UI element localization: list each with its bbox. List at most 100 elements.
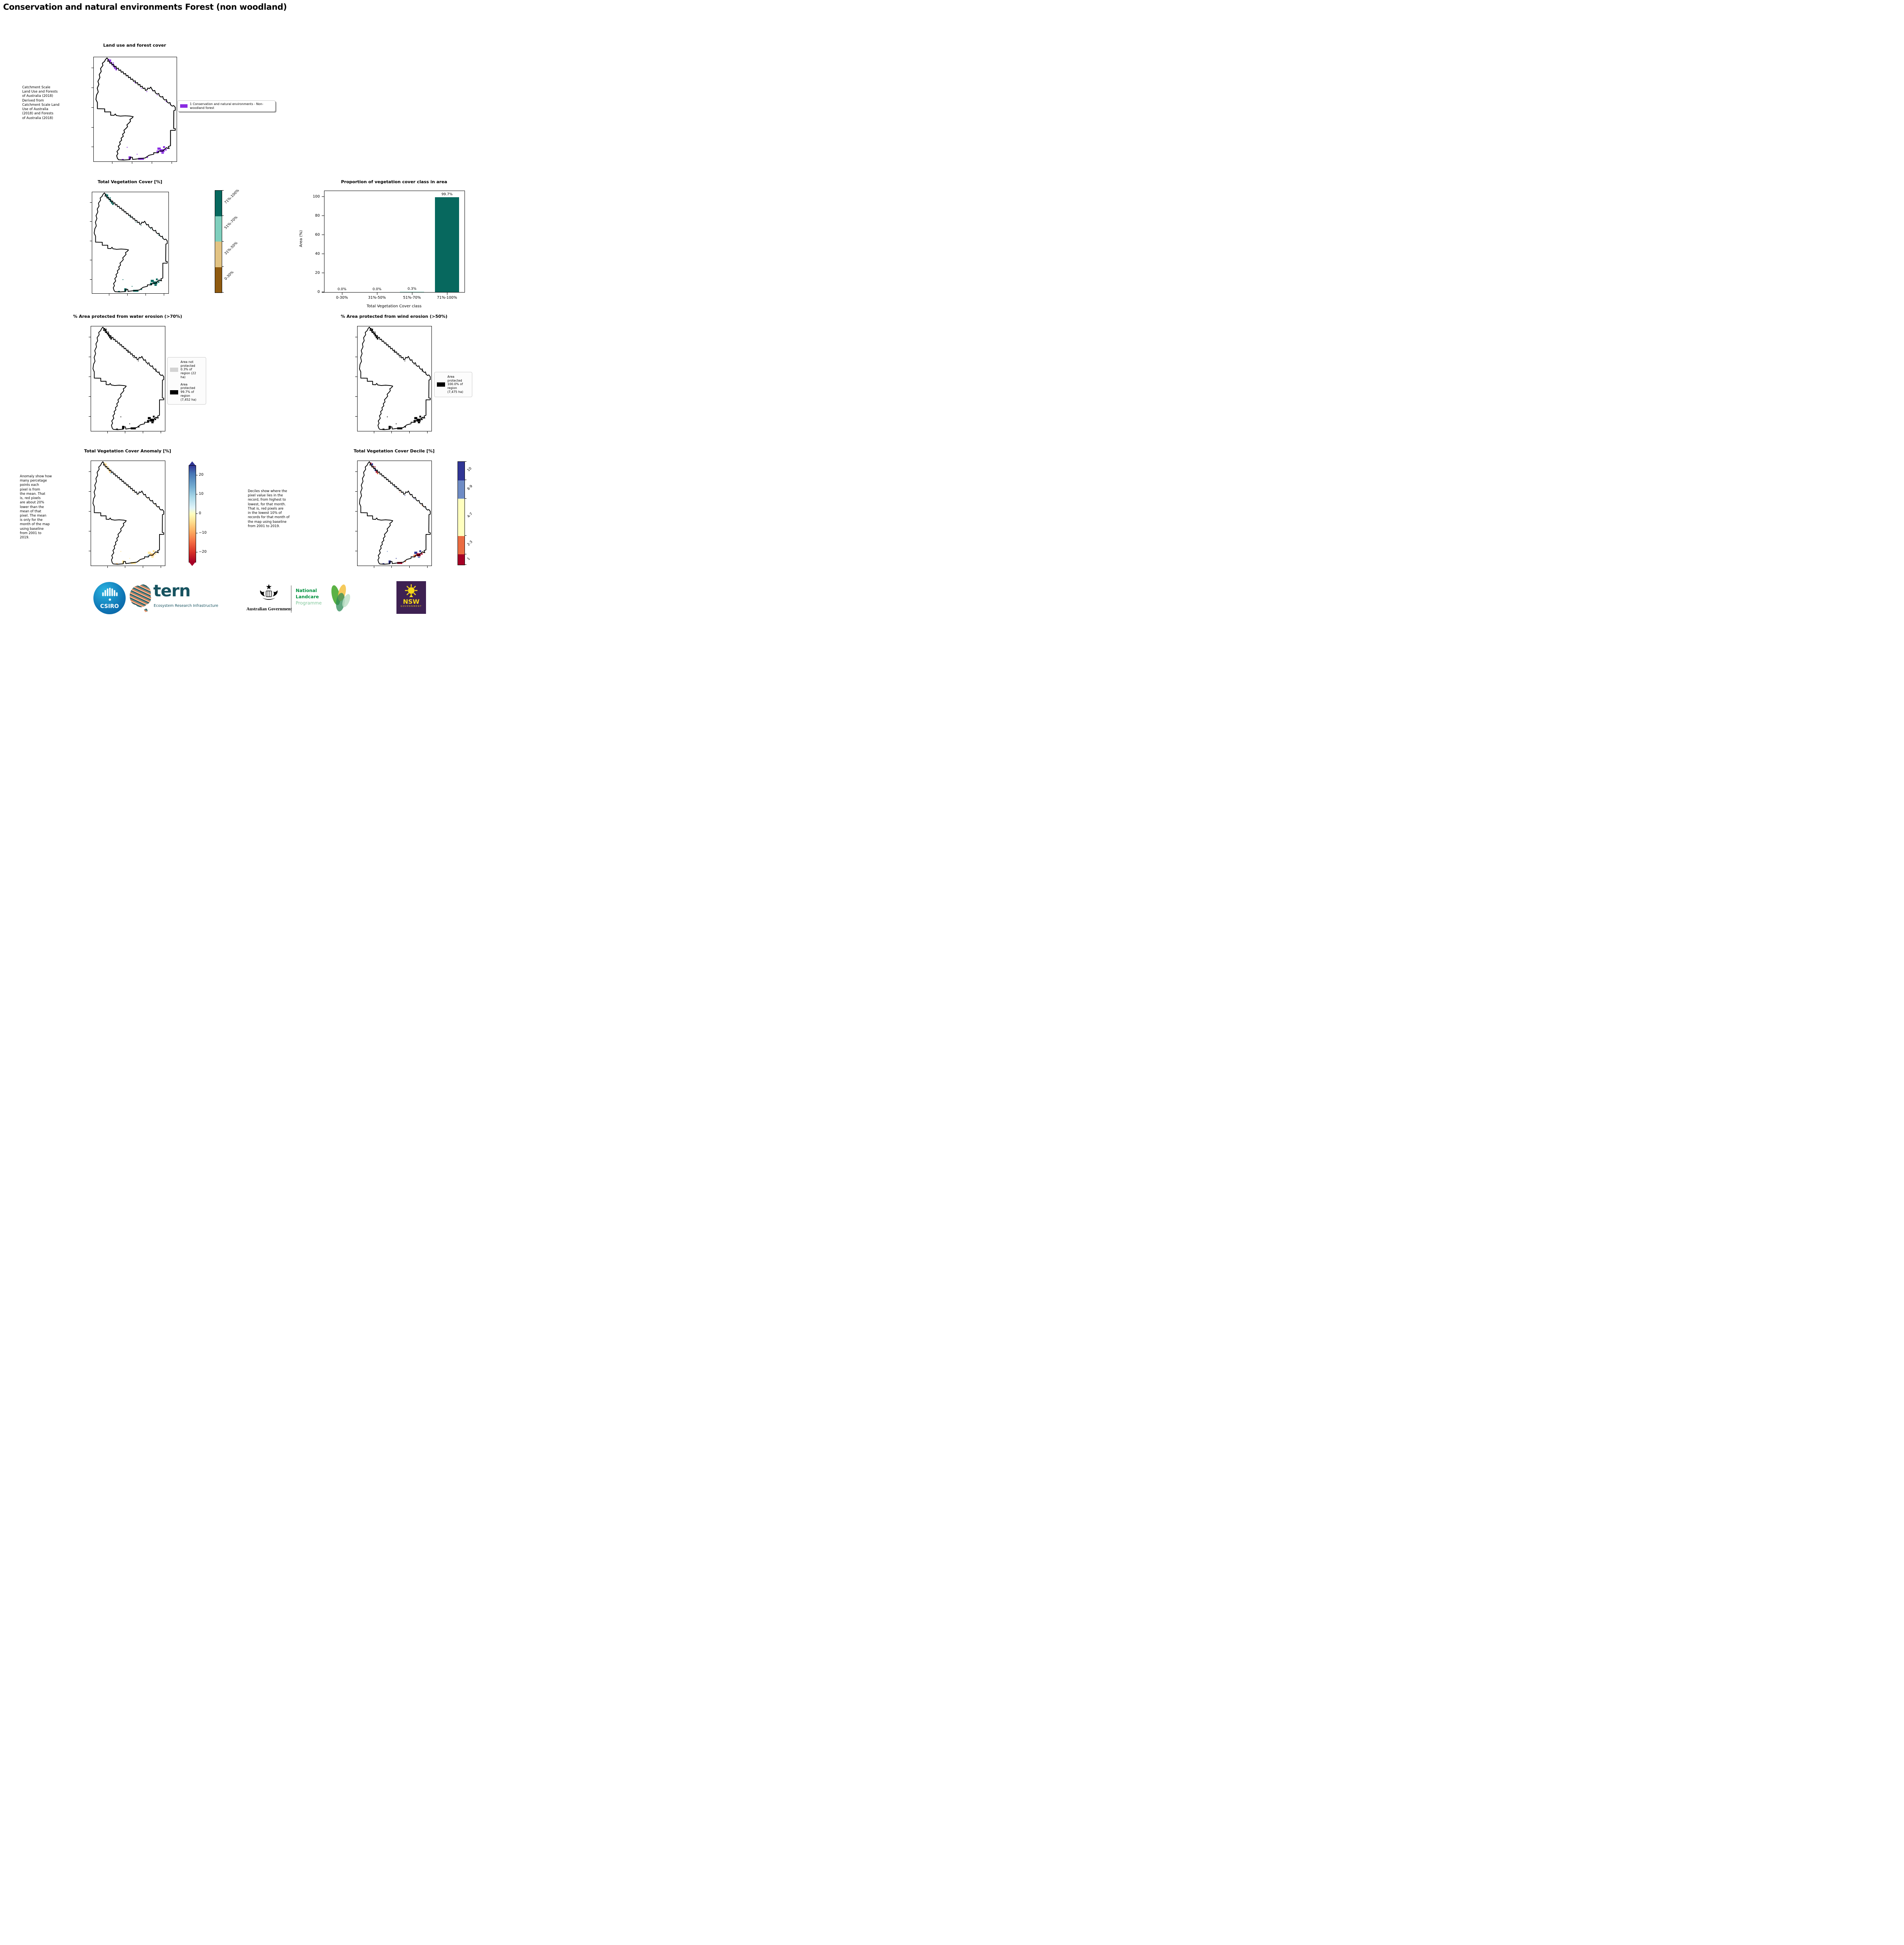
map-patch	[151, 280, 154, 282]
map-patch	[150, 553, 154, 556]
map-patch	[135, 222, 137, 223]
x-axis-tick	[107, 566, 108, 568]
map-patch	[419, 550, 421, 552]
legend-item-not-protected: Area not protected 0.3% of region (22 ha…	[170, 360, 203, 379]
map-patch	[141, 289, 142, 290]
map-patch	[165, 149, 167, 151]
colorbar-segment	[458, 462, 465, 480]
map-patch	[114, 67, 116, 69]
bar-value-label: 0.3%	[407, 287, 417, 291]
map-patch	[375, 471, 377, 473]
map-patch	[377, 473, 379, 474]
map-water-region	[92, 326, 164, 430]
map-patch	[414, 417, 417, 419]
nsw-waratah-icon	[405, 584, 417, 597]
map-patch	[106, 195, 108, 197]
x-category-label: 0-30%	[336, 296, 348, 300]
colorbar-tick-label: 20	[199, 472, 204, 477]
map-patch	[134, 82, 135, 83]
x-axis-tick	[427, 431, 428, 433]
x-axis-tick	[391, 431, 392, 433]
colorbar-class-label: 71%-100%	[224, 188, 240, 205]
landuse-legend-label: 1 Conservation and natural environments …	[190, 102, 263, 110]
map-patch	[154, 284, 157, 286]
map-patch	[108, 331, 109, 333]
map-veg-region	[94, 192, 168, 293]
csiro-starburst-icon: CSIRO	[100, 587, 119, 610]
map-patch	[416, 419, 421, 422]
csiro-label: CSIRO	[100, 603, 119, 610]
decile-title: Total Vegetation Cover Decile [%]	[353, 449, 435, 454]
legend-item-protected: Area protected 99.7% of region (7,452 ha…	[170, 383, 203, 402]
map-patch	[375, 336, 377, 338]
y-axis-tick	[355, 491, 357, 492]
map-patch	[138, 495, 139, 496]
y-tick-label: 100	[312, 194, 320, 199]
map-patch	[111, 202, 113, 204]
map-patch	[414, 420, 416, 422]
map-patch	[153, 281, 158, 284]
map-wind-region	[359, 326, 431, 430]
not-protected-swatch	[170, 367, 178, 372]
colorbar-tick-label: −10	[199, 530, 207, 535]
y-tick-label: 20	[315, 270, 320, 275]
colorbar-class-label: 10	[466, 466, 473, 473]
map-patch	[105, 463, 107, 464]
map-patch	[153, 415, 155, 418]
y-axis-tick	[355, 396, 357, 397]
nsw-government-logo: NSW GOVERNMENT	[396, 581, 426, 614]
colorbar-class-label: 0-30%	[224, 270, 235, 281]
map-patch	[109, 60, 111, 62]
map-patch	[155, 370, 156, 371]
colorbar-tick	[465, 461, 466, 462]
map-patch	[418, 422, 420, 424]
map-patch	[108, 466, 109, 468]
map-patch	[147, 498, 148, 499]
map-patch	[138, 561, 140, 562]
colorbar-class-label: 8-9	[466, 484, 473, 491]
map-patch	[414, 554, 416, 557]
map-patch	[109, 197, 111, 198]
map-patch	[141, 88, 142, 89]
map-patch	[421, 553, 423, 555]
bar-value-label: 99.7%	[441, 192, 453, 196]
map-patch	[105, 329, 107, 331]
map-patch	[161, 152, 164, 154]
landcare-line2: Landcare	[296, 594, 319, 599]
colorbar-tick	[222, 190, 224, 191]
colorbar-tick	[222, 241, 224, 242]
y-axis-tick	[355, 471, 357, 472]
colorbar-segment	[215, 216, 222, 242]
map-patch	[405, 426, 406, 428]
map-patch	[419, 415, 421, 418]
map-patch	[138, 426, 140, 428]
y-axis-tick	[89, 491, 91, 492]
map-patch	[109, 471, 111, 473]
colorbar-arrow-up	[189, 461, 196, 466]
wind-erosion-map	[355, 326, 432, 433]
map-patch	[372, 328, 373, 330]
map-patch	[112, 62, 114, 64]
legend-item-protected: Area protected 100.0% of region (7,475 h…	[437, 375, 470, 394]
colorbar-class-label: 4-7	[466, 512, 473, 519]
y-axis-tick	[355, 416, 357, 417]
map-patch	[110, 59, 111, 61]
veg-cover-colorbar: 71%-100% 51%-70% 31%-50% 0-30%	[215, 188, 258, 293]
map-patch	[105, 328, 107, 330]
colorbar-segment	[458, 499, 465, 536]
map-patch	[146, 156, 148, 158]
map-patch	[414, 552, 417, 554]
y-tick-label: 80	[315, 213, 320, 218]
y-tick-label: 60	[315, 232, 320, 237]
y-axis-tick	[89, 396, 91, 397]
map-patch	[372, 463, 373, 464]
map-patch	[371, 464, 373, 466]
map-patch	[414, 498, 415, 499]
map-patch	[107, 194, 108, 196]
y-axis-tick	[91, 107, 93, 108]
protected-label: Area protected 99.7% of region (7,452 ha…	[181, 382, 196, 401]
colorbar-tick	[465, 498, 466, 499]
map-patch	[146, 91, 147, 92]
x-category-label: 51%-70%	[403, 296, 421, 300]
protected-label: Area protected 100.0% of region (7,475 h…	[447, 375, 463, 394]
